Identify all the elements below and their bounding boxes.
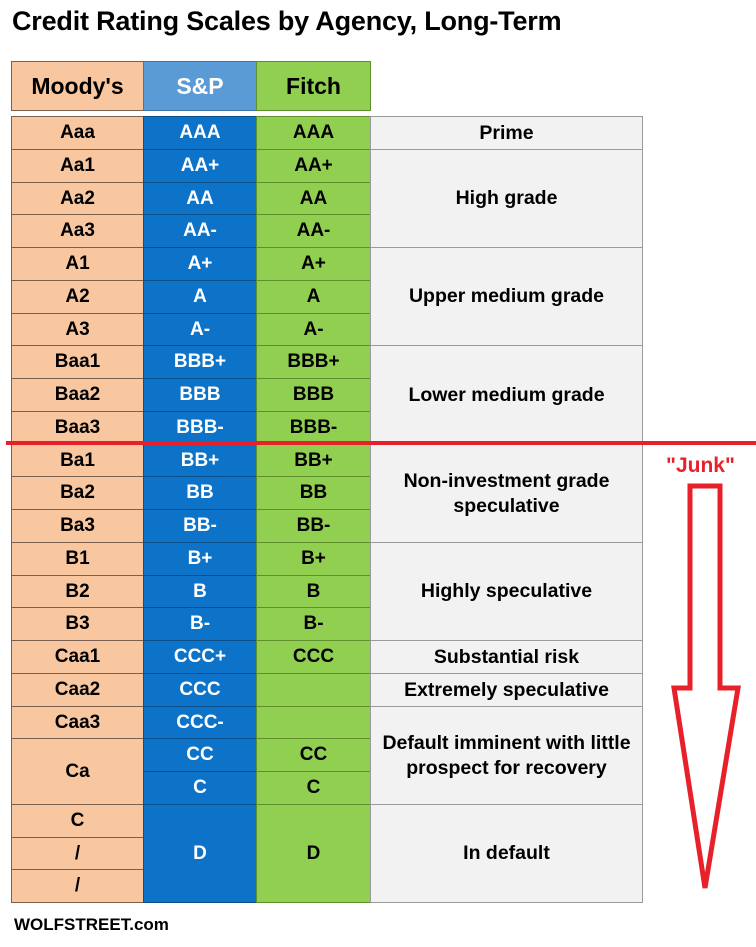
grade-description-cell: Default imminent with little prospect fo… [370, 706, 643, 805]
fitch-rating-cell: CC [256, 738, 371, 772]
sp-rating-cell: A+ [143, 247, 257, 281]
source-credit: WOLFSTREET.com [14, 915, 169, 934]
sp-rating-cell: A [143, 280, 257, 314]
sp-rating-cell: AAA [143, 116, 257, 150]
moodys-rating-cell: Aa1 [11, 149, 144, 183]
moodys-rating-cell: / [11, 869, 144, 903]
moodys-rating-cell: Aaa [11, 116, 144, 150]
sp-rating-cell: D [143, 804, 257, 903]
fitch-rating-cell: BB- [256, 509, 371, 543]
header-fitch: Fitch [256, 61, 371, 111]
sp-rating-cell: AA [143, 182, 257, 215]
junk-threshold-line [6, 441, 756, 445]
sp-rating-cell: BB [143, 476, 257, 510]
moodys-rating-cell: Caa1 [11, 640, 144, 674]
fitch-rating-cell [256, 673, 371, 707]
moodys-rating-cell: Baa3 [11, 411, 144, 445]
sp-rating-cell: A- [143, 313, 257, 346]
fitch-rating-cell: C [256, 771, 371, 805]
moodys-rating-cell: Ba3 [11, 509, 144, 543]
moodys-rating-cell: Caa3 [11, 706, 144, 739]
junk-down-arrow-icon [671, 483, 741, 889]
moodys-rating-cell: A2 [11, 280, 144, 314]
fitch-rating-cell: A [256, 280, 371, 314]
fitch-rating-cell: A+ [256, 247, 371, 281]
sp-rating-cell: B [143, 575, 257, 608]
grade-description-cell: Upper medium grade [370, 247, 643, 346]
moodys-rating-cell: Ca [11, 738, 144, 805]
moodys-rating-cell: Baa2 [11, 378, 144, 412]
fitch-rating-cell: BB+ [256, 444, 371, 477]
moodys-rating-cell: Caa2 [11, 673, 144, 707]
page-title: Credit Rating Scales by Agency, Long-Ter… [12, 6, 562, 36]
grade-description-cell: Extremely speculative [370, 673, 643, 707]
sp-rating-cell: CCC+ [143, 640, 257, 674]
sp-rating-cell: C [143, 771, 257, 805]
fitch-rating-cell: B- [256, 607, 371, 641]
sp-rating-cell: BBB+ [143, 345, 257, 379]
fitch-rating-cell: CCC [256, 640, 371, 674]
grade-description-cell: Non-investment grade speculative [370, 444, 643, 543]
grade-description-cell: Substantial risk [370, 640, 643, 674]
grade-description-cell: Highly speculative [370, 542, 643, 641]
sp-rating-cell: AA+ [143, 149, 257, 183]
grade-description-cell: Prime [370, 116, 643, 150]
sp-rating-cell: BB+ [143, 444, 257, 477]
header-sp: S&P [143, 61, 257, 111]
junk-label: "Junk" [666, 454, 735, 477]
fitch-rating-cell: D [256, 804, 371, 903]
fitch-rating-cell: BBB [256, 378, 371, 412]
moodys-rating-cell: Aa2 [11, 182, 144, 215]
sp-rating-cell: B+ [143, 542, 257, 576]
fitch-rating-cell: BB [256, 476, 371, 510]
sp-rating-cell: BB- [143, 509, 257, 543]
moodys-rating-cell: B1 [11, 542, 144, 576]
sp-rating-cell: BBB [143, 378, 257, 412]
fitch-rating-cell: B+ [256, 542, 371, 576]
fitch-rating-cell: BBB- [256, 411, 371, 445]
sp-rating-cell: AA- [143, 214, 257, 248]
fitch-rating-cell: B [256, 575, 371, 608]
moodys-rating-cell: A3 [11, 313, 144, 346]
moodys-rating-cell: C [11, 804, 144, 838]
sp-rating-cell: CCC [143, 673, 257, 707]
moodys-rating-cell: B3 [11, 607, 144, 641]
grade-description-cell: High grade [370, 149, 643, 248]
grade-description-cell: Lower medium grade [370, 345, 643, 445]
moodys-rating-cell: Ba1 [11, 444, 144, 477]
moodys-rating-cell: / [11, 837, 144, 870]
moodys-rating-cell: Baa1 [11, 345, 144, 379]
sp-rating-cell: CC [143, 738, 257, 772]
grade-description-cell: In default [370, 804, 643, 903]
sp-rating-cell: B- [143, 607, 257, 641]
fitch-rating-cell: A- [256, 313, 371, 346]
moodys-rating-cell: A1 [11, 247, 144, 281]
fitch-rating-cell: AA+ [256, 149, 371, 183]
fitch-rating-cell: AA [256, 182, 371, 215]
fitch-rating-cell [256, 706, 371, 739]
fitch-rating-cell: AA- [256, 214, 371, 248]
header-moodys: Moody's [11, 61, 144, 111]
sp-rating-cell: CCC- [143, 706, 257, 739]
sp-rating-cell: BBB- [143, 411, 257, 445]
moodys-rating-cell: B2 [11, 575, 144, 608]
moodys-rating-cell: Aa3 [11, 214, 144, 248]
fitch-rating-cell: AAA [256, 116, 371, 150]
moodys-rating-cell: Ba2 [11, 476, 144, 510]
fitch-rating-cell: BBB+ [256, 345, 371, 379]
